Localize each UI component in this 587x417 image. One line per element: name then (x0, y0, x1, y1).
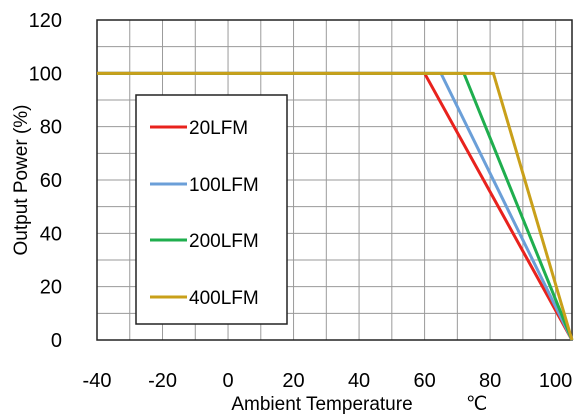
x-tick-label: -40 (83, 370, 112, 392)
legend-box (135, 94, 288, 325)
legend: 20LFM 100LFM 200LFM 400LFM (135, 94, 288, 325)
x-tick-label: 40 (348, 370, 370, 392)
y-tick-label: 80 (40, 117, 62, 139)
x-axis-unit: ℃ (466, 394, 487, 415)
y-tick-label: 40 (40, 223, 62, 245)
legend-label: 200LFM (189, 231, 259, 252)
x-tick-label: -20 (148, 370, 177, 392)
legend-label: 20LFM (189, 118, 248, 139)
plot-frame (96, 19, 573, 341)
y-axis-label: Output Power (%) (11, 105, 32, 256)
y-tick-label: 120 (29, 10, 62, 32)
series-line (97, 71, 574, 341)
x-tick-label: 0 (222, 370, 233, 392)
y-tick-label: 60 (40, 170, 62, 192)
y-tick-label: 20 (40, 277, 62, 299)
x-tick-label: 100 (539, 370, 572, 392)
y-tick-label: 0 (51, 330, 62, 352)
series-lines (97, 71, 574, 341)
x-tick-label: 20 (282, 370, 304, 392)
legend-label: 400LFM (189, 288, 259, 309)
legend-label: 100LFM (189, 175, 259, 196)
y-tick-label: 100 (29, 63, 62, 85)
x-tick-label: 80 (479, 370, 501, 392)
y-tick-labels: 0 20 40 60 80 100 120 (29, 10, 62, 352)
x-axis-label: Ambient Temperature (231, 394, 412, 415)
x-tick-labels: -40 -20 0 20 40 60 80 100 (83, 370, 573, 392)
x-tick-label: 60 (413, 370, 435, 392)
